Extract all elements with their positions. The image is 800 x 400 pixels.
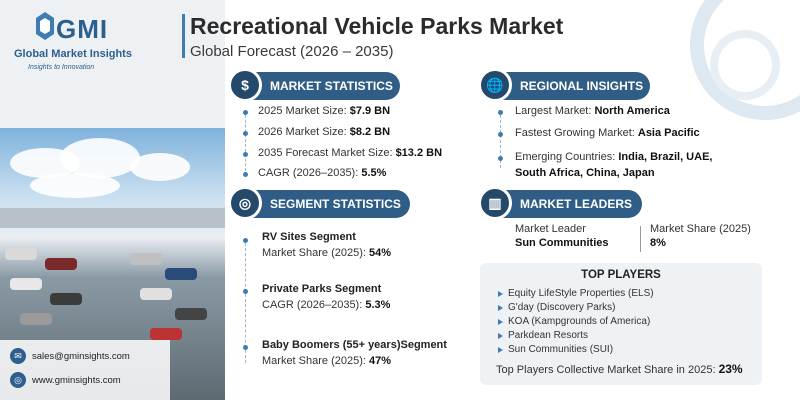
segment-value: Market Share (2025): 47% [262,355,392,367]
email-row[interactable]: ✉ sales@gminsights.com [10,346,130,366]
brand-name: GMI [56,14,109,44]
market-statistics-heading: $ MARKET STATISTICS [228,68,400,102]
segment-value: CAGR (2026–2035): 5.3% [262,299,391,311]
brand-full-name: Global Market Insights [14,48,132,60]
player-item: G'day (Discovery Parks) [498,302,616,313]
player-item: Equity LifeStyle Properties (ELS) [498,288,654,299]
regional-insights-heading: 🌐 REGIONAL INSIGHTS [478,68,650,102]
segment-value: Market Share (2025): 54% [262,247,392,259]
segment-name: Private Parks Segment [262,283,382,295]
market-size-2026: 2026 Market Size: $8.2 BN [258,126,391,138]
left-panel: GMI Global Market Insights Insights to I… [0,0,225,400]
largest-market: Largest Market: North America [515,105,670,117]
contact-block: ✉ sales@gminsights.com ◎ www.gminsights.… [0,340,170,400]
globe-dollar-icon: $ [228,68,262,102]
player-item: Parkdean Resorts [498,330,588,341]
page-subtitle: Global Forecast (2026 – 2035) [190,43,394,60]
decorative-ring-small [710,30,780,100]
top-players-panel: TOP PLAYERS Equity LifeStyle Properties … [480,263,762,385]
buildings-chart-icon: ▥ [478,186,512,220]
market-size-2025: 2025 Market Size: $7.9 BN [258,105,391,117]
segment-name: Baby Boomers (55+ years)Segment [262,339,447,351]
emerging-countries: Emerging Countries: India, Brazil, UAE, [515,151,713,163]
website-row[interactable]: ◎ www.gminsights.com [10,370,121,390]
market-cagr: CAGR (2026–2035): 5.5% [258,167,387,179]
target-icon: ◎ [228,186,262,220]
forecast-market-size-2035: 2035 Forecast Market Size: $13.2 BN [258,147,443,159]
gmi-logo-icon [36,12,54,40]
brand-tagline: Insights to Innovation [28,64,95,71]
email-text: sales@gminsights.com [32,350,130,362]
segment-statistics-heading: ◎ SEGMENT STATISTICS [228,186,410,220]
brand-logo[interactable]: GMI Global Market Insights Insights to I… [14,12,132,87]
market-leader-label: Market Leader [515,223,586,235]
globe-icon: 🌐 [478,68,512,102]
mail-icon: ✉ [10,348,26,364]
market-share-label: Market Share (2025) [650,223,751,235]
website-text: www.gminsights.com [32,374,121,386]
segment-name: RV Sites Segment [262,231,356,243]
market-leaders-heading: ▥ MARKET LEADERS [478,186,642,220]
collective-market-share: Top Players Collective Market Share in 2… [496,362,743,376]
web-icon: ◎ [10,372,26,388]
player-item: KOA (Kampgrounds of America) [498,316,650,327]
emerging-countries-continued: South Africa, China, Japan [515,167,655,179]
page-title: Recreational Vehicle Parks Market [190,13,564,39]
fastest-growing-market: Fastest Growing Market: Asia Pacific [515,127,700,139]
market-leader-value: Sun Communities [515,237,609,249]
title-accent-bar [182,14,185,58]
market-share-value: 8% [650,237,666,249]
top-players-heading: TOP PLAYERS [581,269,661,281]
player-item: Sun Communities (SUI) [498,344,613,355]
